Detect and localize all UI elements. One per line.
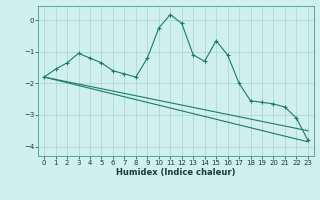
X-axis label: Humidex (Indice chaleur): Humidex (Indice chaleur)	[116, 168, 236, 177]
